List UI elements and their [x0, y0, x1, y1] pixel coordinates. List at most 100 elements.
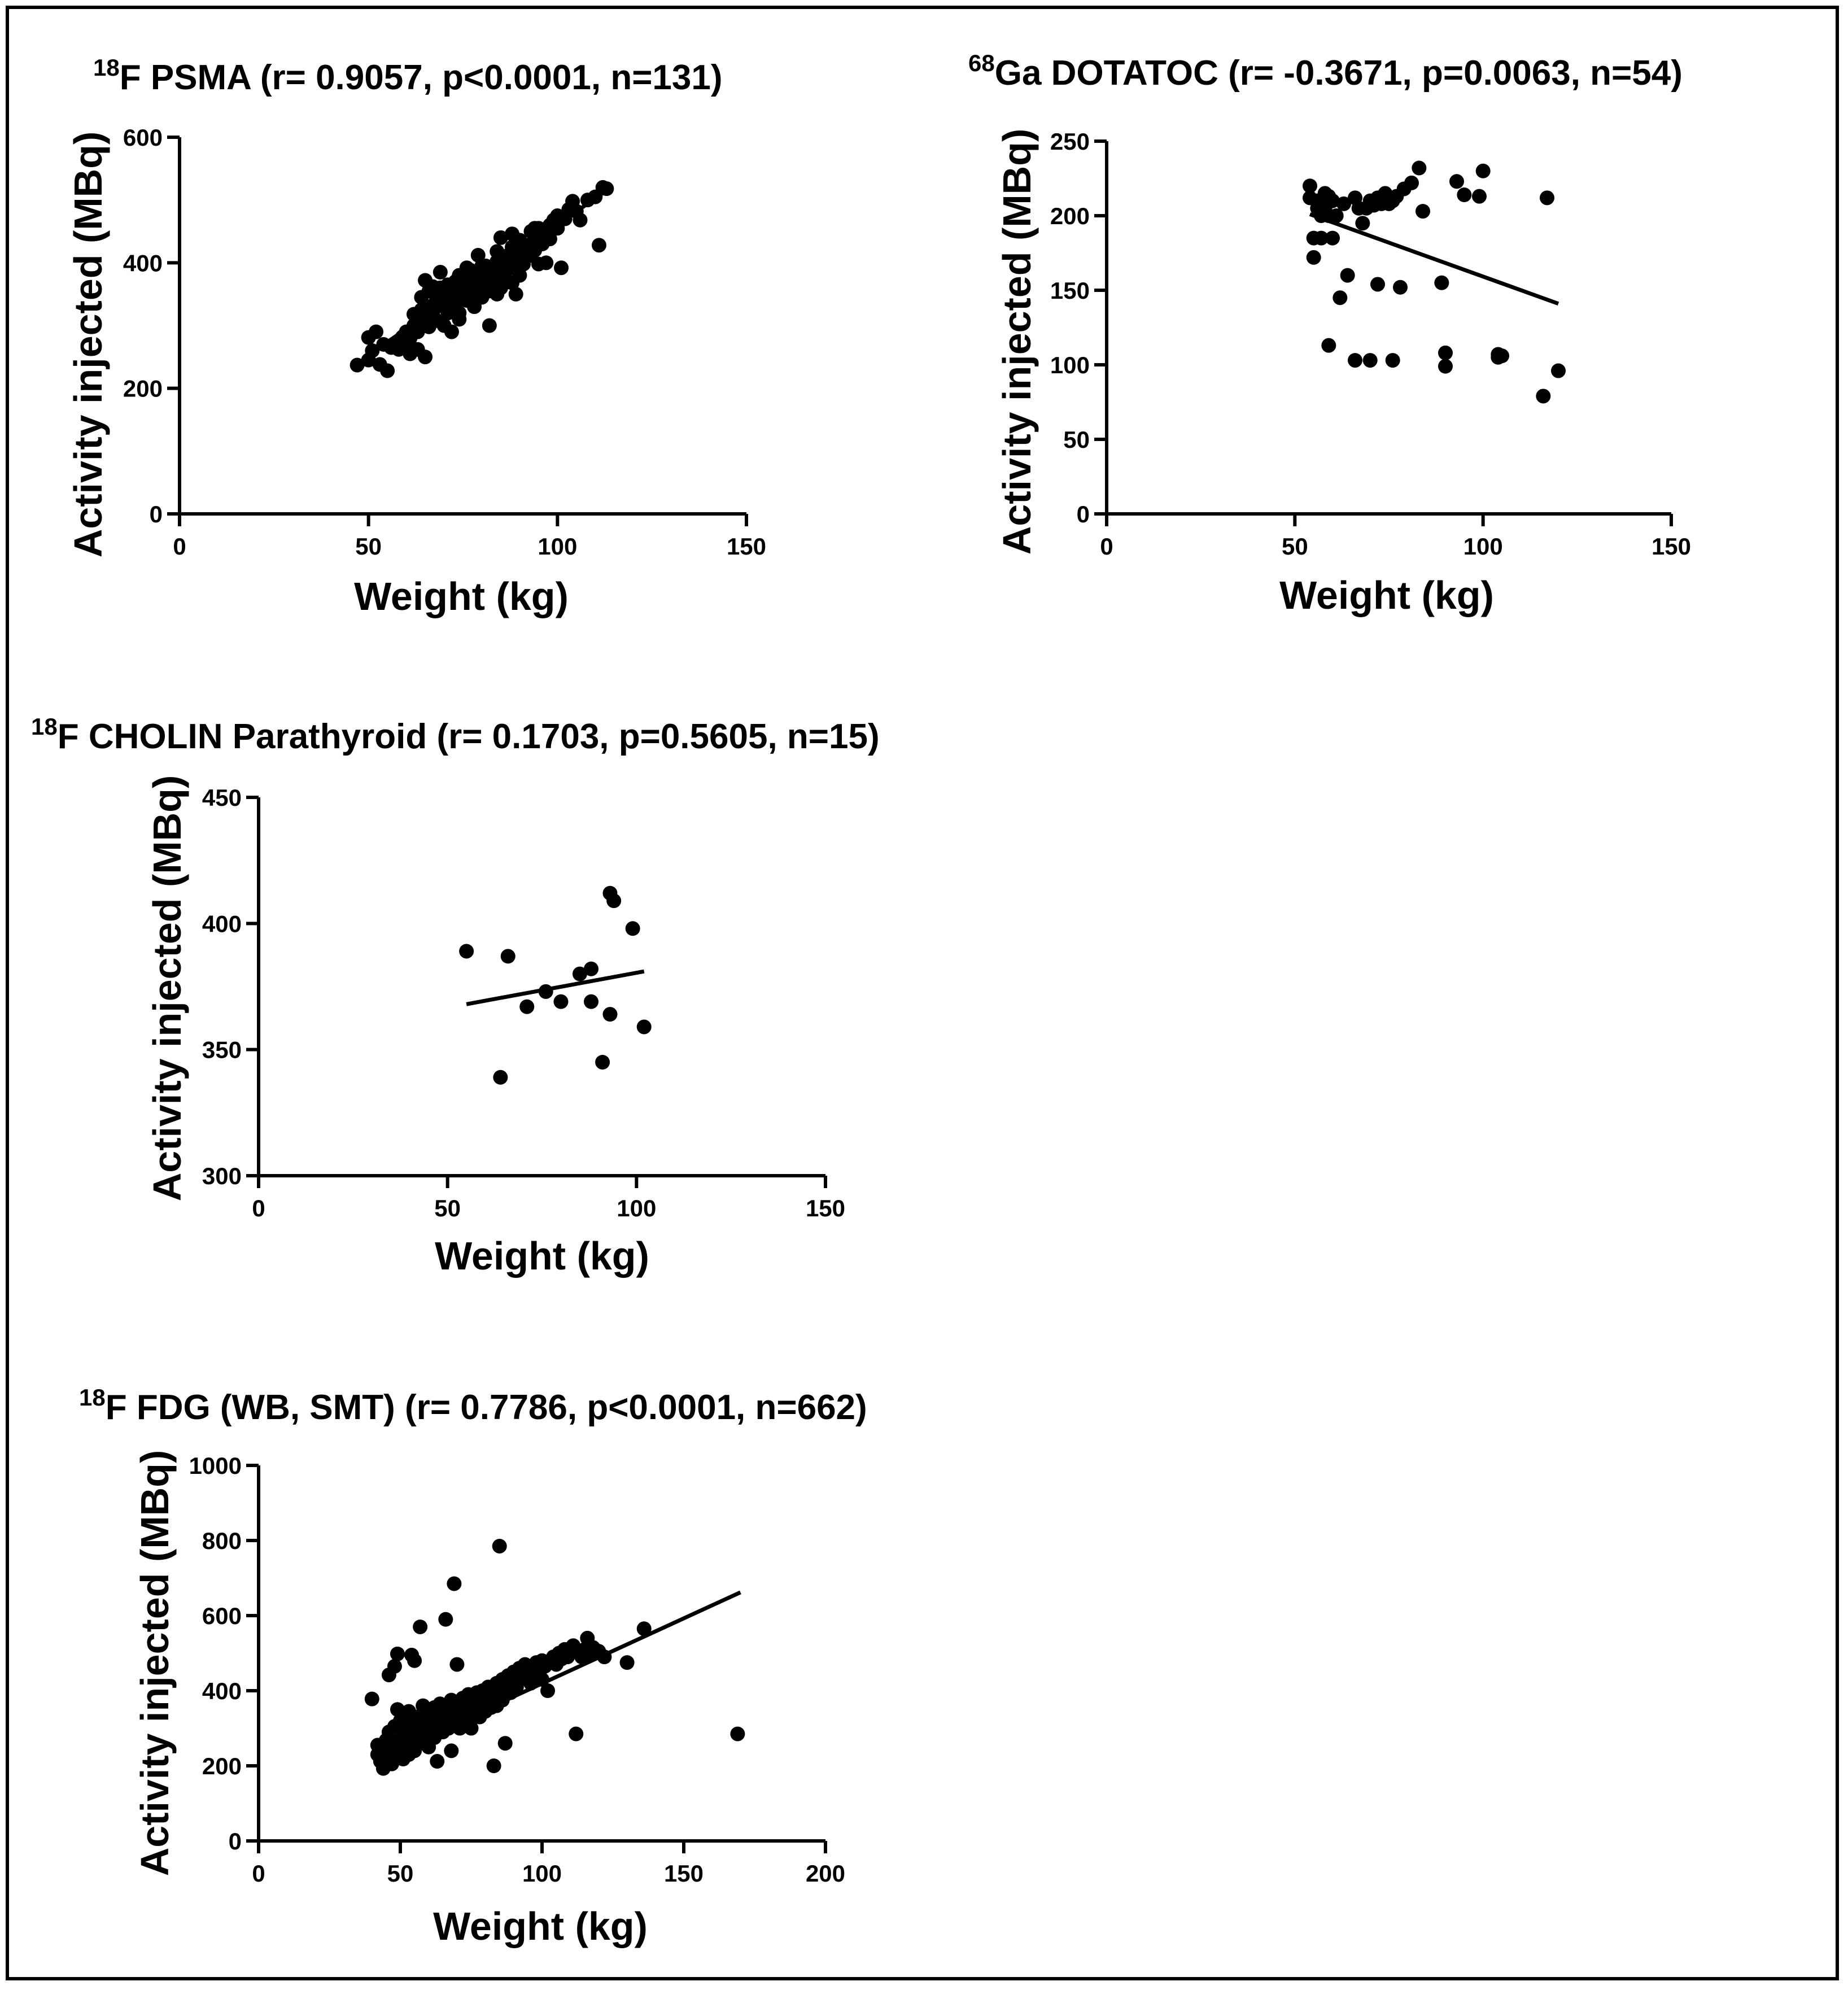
psma-y-tick-label: 400	[123, 250, 163, 276]
dotatoc-data-point	[1457, 187, 1472, 203]
fdg-data-point	[597, 1649, 612, 1665]
fdg-data-point	[444, 1743, 459, 1758]
cholin-x-tick-label: 50	[434, 1195, 461, 1221]
dotatoc-data-point	[1348, 353, 1362, 368]
cholin-data-point	[584, 961, 599, 976]
psma-y-tick-label: 600	[123, 124, 163, 151]
fdg-data-point	[447, 1576, 462, 1591]
panel-cholin: 18F CHOLIN Parathyroid (r= 0.1703, p=0.5…	[31, 713, 880, 1278]
dotatoc-data-point	[1362, 353, 1378, 368]
dotatoc-x-tick-label: 0	[1100, 533, 1113, 560]
cholin-x-tick-label: 0	[252, 1195, 265, 1221]
fdg-data-point	[523, 1675, 538, 1691]
fdg-data-point	[390, 1646, 405, 1661]
cholin-axes: 0 50 100 150 300 350 400 450	[202, 784, 845, 1221]
cholin-data-point	[636, 1019, 652, 1035]
psma-data-point	[508, 286, 523, 302]
psma-data-point	[429, 296, 444, 311]
fdg-y-tick-label: 1000	[189, 1452, 242, 1479]
cholin-points	[459, 885, 652, 1085]
dotatoc-x-tick-label: 100	[1463, 533, 1503, 560]
fdg-data-point	[438, 1612, 453, 1627]
psma-x-tick-label: 150	[727, 533, 766, 560]
psma-x-tick-label: 0	[173, 533, 186, 560]
fdg-data-point	[430, 1754, 445, 1769]
dotatoc-data-point	[1536, 389, 1551, 404]
psma-x-axis-label: Weight (kg)	[354, 574, 569, 618]
dotatoc-data-point	[1306, 250, 1321, 265]
dotatoc-y-tick-label: 0	[1077, 501, 1090, 527]
psma-y-tick-label: 200	[123, 376, 163, 402]
dotatoc-data-point	[1325, 230, 1340, 246]
psma-data-point	[444, 280, 459, 295]
dotatoc-data-point	[1495, 348, 1509, 364]
psma-data-point	[391, 342, 407, 357]
dotatoc-data-point	[1329, 208, 1344, 223]
psma-data-point	[365, 343, 380, 358]
dotatoc-data-point	[1551, 363, 1566, 378]
dotatoc-data-point	[1449, 174, 1464, 189]
dotatoc-x-tick-label: 50	[1282, 533, 1308, 560]
psma-data-point	[505, 255, 520, 270]
fdg-data-point	[730, 1726, 745, 1742]
cholin-x-axis-label: Weight (kg)	[435, 1234, 649, 1278]
psma-data-point	[512, 244, 527, 259]
dotatoc-y-axis-label: Activity injected (MBq)	[995, 129, 1039, 555]
dotatoc-data-point	[1382, 196, 1396, 211]
fdg-y-tick-label: 400	[202, 1678, 242, 1704]
psma-data-point	[474, 258, 490, 273]
dotatoc-title: 68Ga DOTATOC (r= -0.3671, p=0.0063, n=54…	[968, 50, 1683, 93]
psma-data-point	[490, 286, 505, 302]
fdg-y-axis-label: Activity injected (MBq)	[133, 1450, 177, 1876]
dotatoc-data-point	[1475, 163, 1491, 178]
fdg-y-tick-label: 0	[229, 1828, 242, 1854]
fdg-x-tick-label: 100	[522, 1860, 562, 1887]
fdg-data-point	[486, 1758, 501, 1773]
psma-x-tick-label: 50	[355, 533, 382, 560]
dotatoc-data-point	[1314, 230, 1329, 246]
psma-data-point	[482, 318, 497, 333]
psma-data-point	[459, 260, 474, 276]
psma-data-point	[512, 233, 527, 248]
cholin-data-point	[519, 999, 535, 1014]
dotatoc-data-point	[1321, 338, 1336, 353]
cholin-y-axis-label: Activity injected (MBq)	[145, 775, 189, 1202]
psma-data-point	[490, 244, 505, 259]
fdg-data-point	[540, 1683, 556, 1698]
psma-data-point	[459, 283, 474, 299]
panel-fdg: 18F FDG (WB, SMT) (r= 0.7786, p<0.0001, …	[79, 1384, 867, 1948]
cholin-y-tick-label: 400	[202, 910, 242, 937]
dotatoc-x-axis-label: Weight (kg)	[1279, 573, 1494, 617]
psma-data-point	[376, 337, 391, 352]
fdg-data-point	[364, 1691, 379, 1707]
cholin-data-point	[500, 949, 515, 964]
cholin-data-point	[602, 1007, 618, 1022]
cholin-x-tick-label: 100	[617, 1195, 656, 1221]
psma-data-point	[399, 324, 414, 339]
cholin-data-point	[625, 921, 640, 936]
fdg-data-point	[492, 1538, 507, 1553]
dotatoc-points	[1303, 160, 1566, 404]
dotatoc-data-point	[1333, 290, 1348, 306]
cholin-y-tick-label: 300	[202, 1163, 242, 1189]
fdg-y-tick-label: 800	[202, 1528, 242, 1554]
psma-data-point	[527, 243, 543, 258]
psma-y-axis-label: Activity injected (MBq)	[66, 132, 110, 558]
psma-data-point	[539, 255, 554, 270]
fdg-data-point	[390, 1702, 405, 1717]
psma-data-point	[573, 212, 588, 228]
cholin-title: 18F CHOLIN Parathyroid (r= 0.1703, p=0.5…	[31, 713, 880, 756]
dotatoc-data-point	[1412, 160, 1427, 176]
psma-data-point	[369, 324, 384, 339]
dotatoc-x-tick-label: 150	[1652, 533, 1691, 560]
cholin-data-point	[459, 944, 474, 959]
fdg-data-point	[413, 1619, 428, 1634]
dotatoc-data-point	[1438, 345, 1453, 360]
cholin-y-tick-label: 350	[202, 1037, 242, 1063]
psma-title: 18F PSMA (r= 0.9057, p<0.0001, n=131)	[93, 54, 723, 97]
cholin-data-point	[553, 994, 569, 1009]
cholin-y-tick-label: 450	[202, 784, 242, 811]
dotatoc-data-point	[1370, 277, 1385, 292]
dotatoc-data-point	[1340, 268, 1355, 283]
dotatoc-data-point	[1355, 216, 1370, 231]
